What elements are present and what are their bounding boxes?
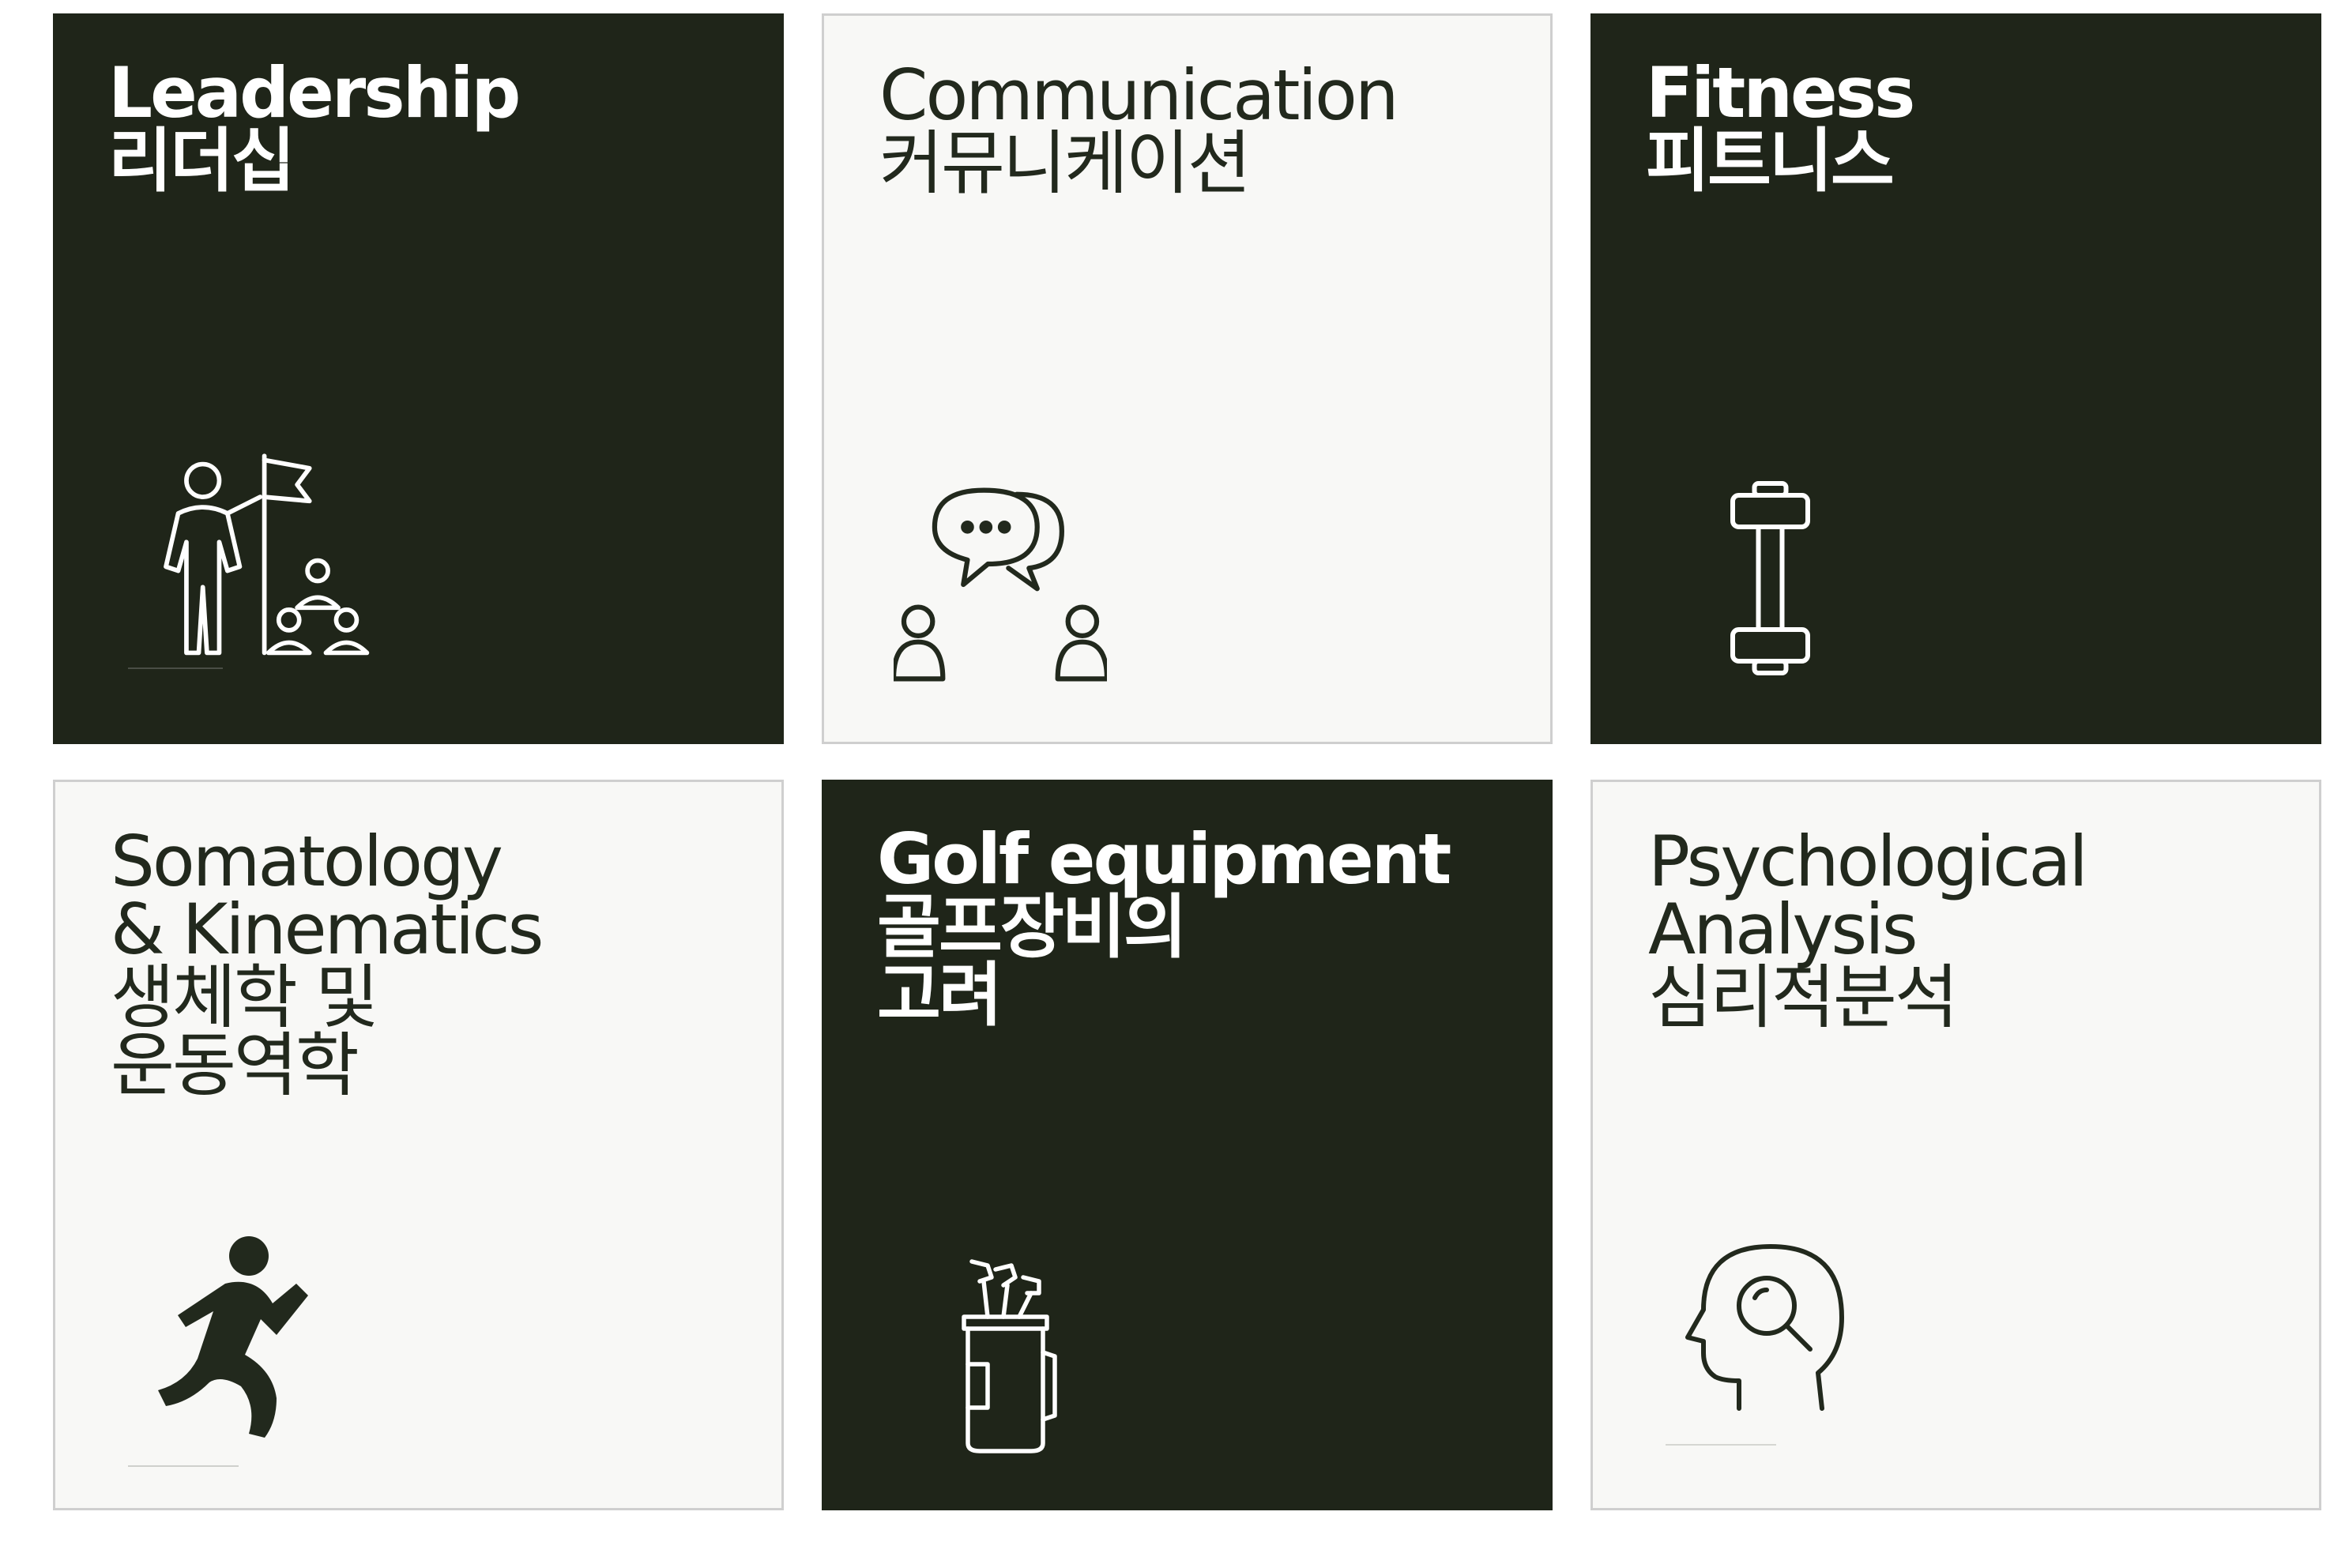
title-english-line-2: & Kinematics xyxy=(111,889,544,970)
title-korean-line-2: 고려 xyxy=(877,954,1003,1036)
tile-title: Communication 커뮤니케이션 xyxy=(879,55,1399,204)
dumbbell-icon xyxy=(1721,479,1820,677)
running-person-icon xyxy=(154,1232,312,1438)
title-korean: 피트니스 xyxy=(1646,120,1895,201)
tile-title: Leadership 리더십 xyxy=(108,52,521,201)
conversation-icon xyxy=(894,482,1107,687)
title-english: Communication xyxy=(879,55,1399,136)
fine-print-mark xyxy=(128,667,223,680)
title-english-line-1: Psychological xyxy=(1648,821,2088,902)
title-korean-line-1: 골프장비의 xyxy=(877,886,1188,968)
golf-bag-icon xyxy=(952,1258,1059,1455)
fine-print-mark xyxy=(128,1465,239,1476)
title-korean-line-2: 운동역학 xyxy=(111,1025,360,1106)
tile-psychological-analysis[interactable]: Psychological Analysis 심리적분석 xyxy=(1590,780,2321,1510)
tile-title: Somatology & Kinematics 생체학 및 운동역학 xyxy=(111,821,544,1106)
title-english-line-1: Somatology xyxy=(111,821,503,902)
title-korean: 커뮤니케이션 xyxy=(879,122,1252,204)
tile-somatology-kinematics[interactable]: Somatology & Kinematics 생체학 및 운동역학 xyxy=(53,780,784,1510)
head-magnifier-icon xyxy=(1680,1239,1850,1416)
program-tile-grid: Leadership 리더십 Communication 커뮤니케이 xyxy=(53,13,2322,1510)
title-english-line-2: Analysis xyxy=(1648,889,1918,970)
tile-golf-equipment[interactable]: Golf equipment 골프장비의 고려 xyxy=(822,780,1553,1510)
tile-fitness[interactable]: Fitness 피트니스 xyxy=(1590,13,2321,744)
fine-print-mark xyxy=(1666,1444,1776,1455)
title-korean: 리더십 xyxy=(108,120,296,201)
tile-title: Golf equipment 골프장비의 고려 xyxy=(877,818,1451,1036)
tile-title: Psychological Analysis 심리적분석 xyxy=(1648,821,2088,1038)
tile-leadership[interactable]: Leadership 리더십 xyxy=(53,13,784,744)
title-korean-line-1: 생체학 및 xyxy=(111,957,379,1038)
tile-communication[interactable]: Communication 커뮤니케이션 xyxy=(822,13,1553,744)
title-english: Golf equipment xyxy=(877,818,1451,900)
tile-title: Fitness 피트니스 xyxy=(1646,52,1915,201)
title-english: Leadership xyxy=(108,52,521,133)
leader-with-flag-icon xyxy=(128,452,397,665)
title-english: Fitness xyxy=(1646,52,1915,133)
title-korean: 심리적분석 xyxy=(1648,957,1959,1038)
